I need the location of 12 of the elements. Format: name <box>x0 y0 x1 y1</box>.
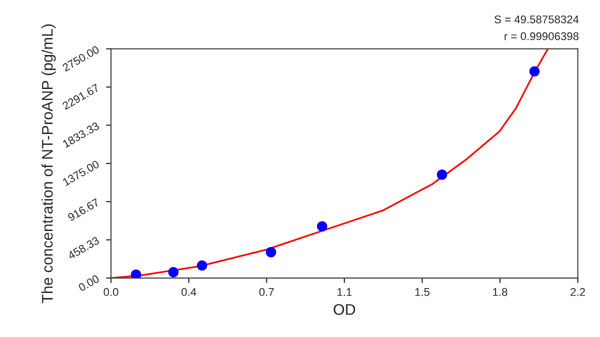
y-axis-title: The concentration of NT-ProANP (pg/mL) <box>42 24 56 304</box>
text: S = 49.58758324 <box>494 15 579 24</box>
y-tick-label: 0.00 <box>78 274 100 292</box>
text: r = 0.99906398 <box>504 32 579 40</box>
x-tick-label: 1.5 <box>415 288 430 296</box>
x-tick-label: 0.4 <box>182 288 196 296</box>
x-tick-label: 0.0 <box>104 288 118 296</box>
x-axis-title: OD <box>334 304 356 315</box>
x-tick-label: 0.7 <box>259 288 274 296</box>
x-tick-label: 1.8 <box>493 288 508 296</box>
x-tick-label: 2.2 <box>570 288 585 296</box>
x-tick-label: 1.1 <box>338 288 352 296</box>
